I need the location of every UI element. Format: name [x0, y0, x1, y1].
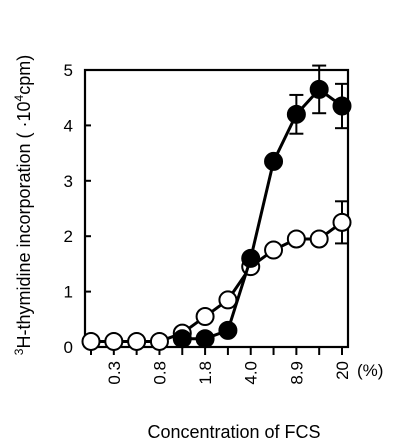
data-point-open: [332, 212, 352, 232]
data-point-open: [264, 240, 284, 260]
data-point-open: [286, 229, 306, 249]
x-tick-label: 0.3: [105, 361, 124, 385]
plot-frame: [83, 68, 350, 349]
y-title-exponent: 4: [12, 94, 26, 101]
data-point-open: [309, 229, 329, 249]
y-title-unit: cpm): [14, 55, 34, 95]
data-point-open: [81, 331, 101, 351]
data-point-filled: [264, 151, 284, 171]
data-point-open: [104, 331, 124, 351]
y-tick-label: 2: [64, 227, 73, 246]
y-title-main: H-thymidine incorporation ( ·10: [14, 101, 34, 348]
y-axis-title: 3H-thymidine incorporation ( ·104cpm): [12, 55, 34, 355]
x-tick-label: 8.9: [287, 361, 306, 385]
data-point-filled: [172, 329, 192, 349]
data-point-filled: [218, 320, 238, 340]
data-point-filled: [241, 248, 261, 268]
data-point-filled: [332, 96, 352, 116]
series-line: [182, 87, 343, 341]
x-tick-label: 1.8: [196, 361, 215, 385]
plot-area: 0 1 2 3 4 5 0.3 0.8 1.8 4.0 8.9 20: [64, 61, 352, 385]
x-tick-label: 0.8: [150, 361, 169, 385]
y-tick-label: 0: [64, 338, 73, 357]
data-point-open: [127, 331, 147, 351]
data-point-open: [149, 331, 169, 351]
data-point-filled: [286, 104, 306, 124]
y-tick-label: 4: [64, 116, 73, 135]
x-axis-title: Concentration of FCS: [147, 422, 320, 442]
y-tick-label: 3: [64, 172, 73, 191]
y-tick-label: 5: [64, 61, 73, 80]
data-point-filled: [195, 329, 215, 349]
y-tick-label: 1: [64, 283, 73, 302]
data-point-open: [218, 290, 238, 310]
x-tick-label: 20: [333, 361, 352, 380]
y-title-superscript: 3: [12, 348, 26, 355]
x-axis-unit: (%): [357, 361, 383, 380]
data-point-filled: [309, 79, 329, 99]
data-point-open: [195, 307, 215, 327]
x-tick-label: 4.0: [242, 361, 261, 385]
